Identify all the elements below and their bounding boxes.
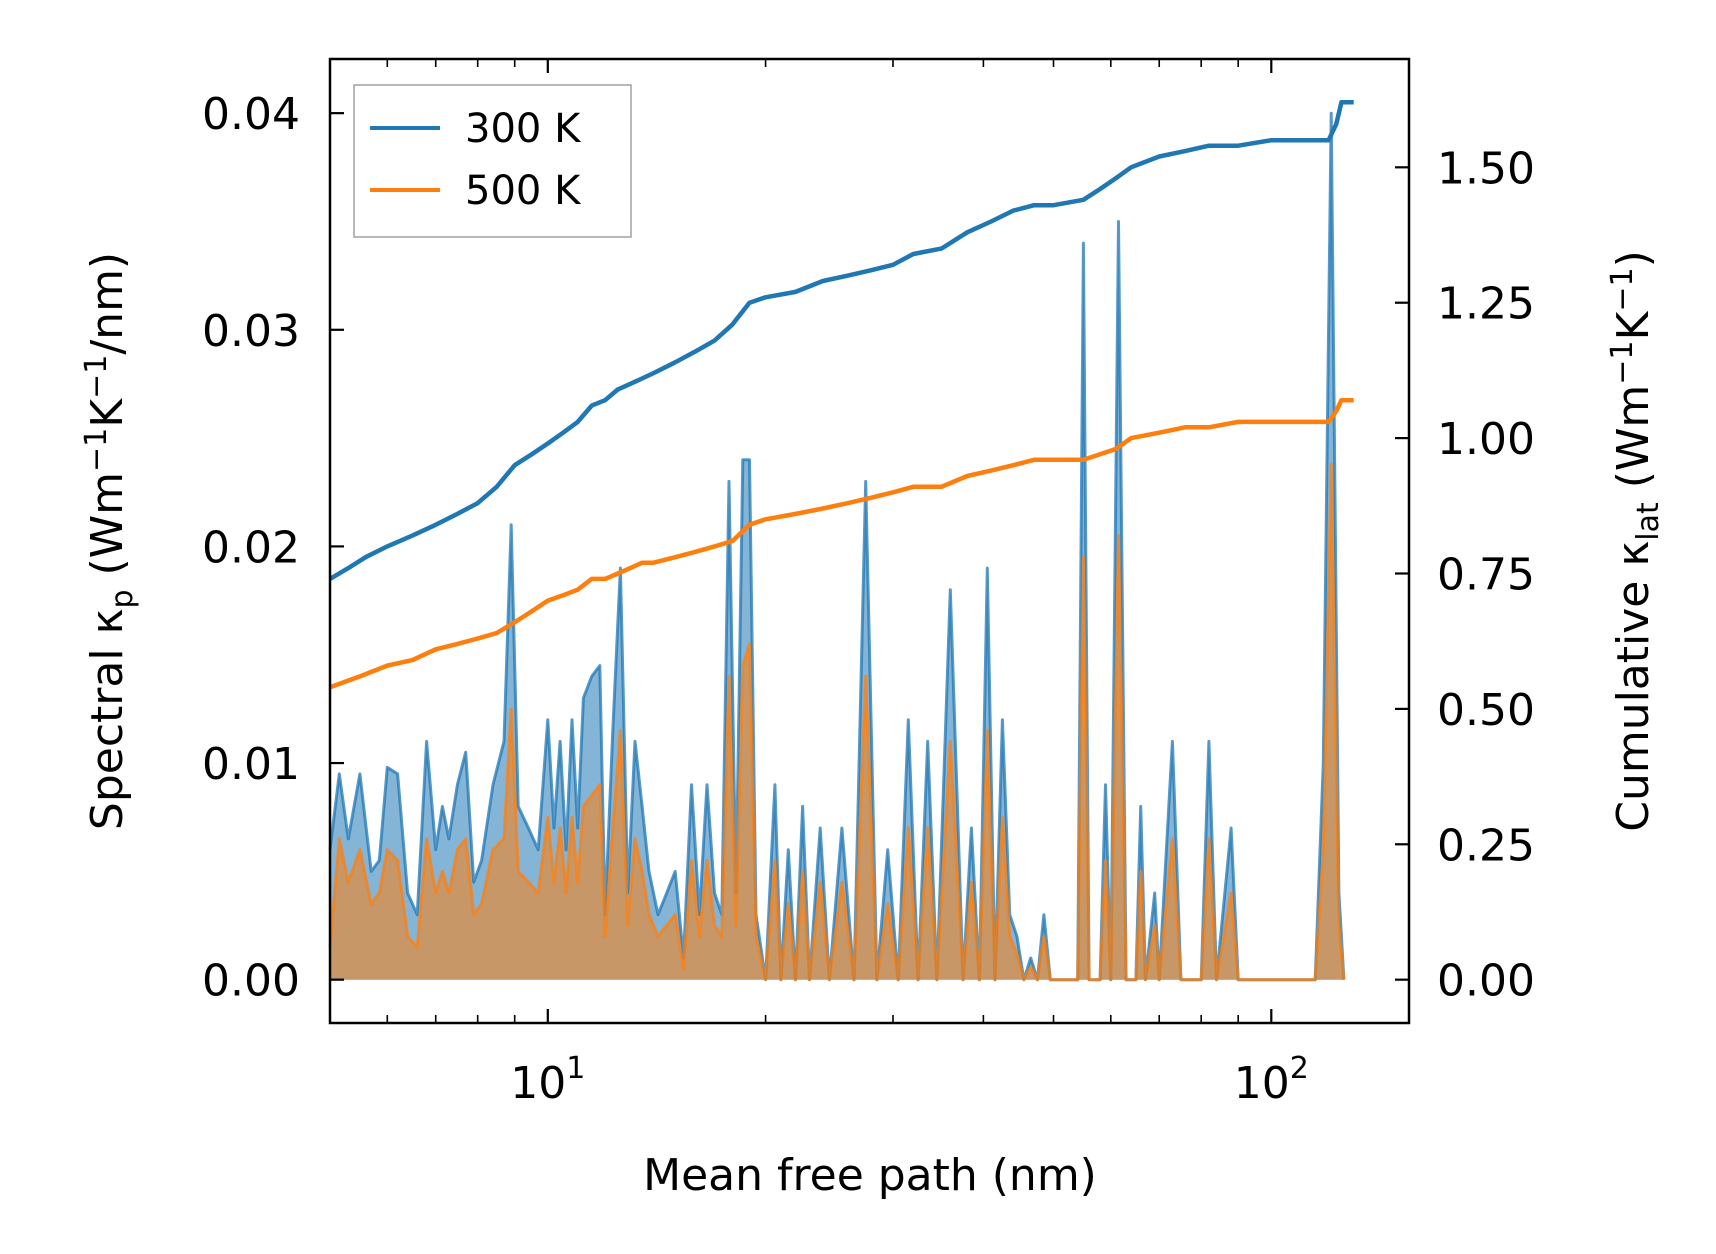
y-tick-label: 0.00 — [202, 956, 300, 1007]
y-axis-title-sup2: −1 — [79, 355, 114, 399]
y2-axis-title-k: K — [1608, 310, 1659, 340]
y2-tick-label: 1.50 — [1437, 143, 1535, 194]
y-tick-label: 0.04 — [202, 89, 300, 140]
y-axis-title: Spectral κp (Wm−1K−1/nm) — [79, 252, 140, 830]
y2-tick-label: 1.00 — [1437, 414, 1535, 465]
spectral-fills — [330, 113, 1344, 980]
tick-labels: 101 102 0.00 0.01 0.02 0.03 0.04 0.00 0.25 0.50 0.… — [202, 89, 1535, 1109]
y2-axis-title-sub: lat — [1631, 502, 1666, 541]
plot-area — [328, 100, 1354, 982]
spectral-fill-300k — [330, 113, 1344, 980]
y2-axis-title-unit-close: ) — [1608, 250, 1659, 267]
y-axis-title-main: Spectral κ — [82, 609, 133, 831]
legend-label-300k: 300 K — [465, 106, 582, 152]
y2-tick-label: 0.00 — [1437, 956, 1535, 1007]
y2-axis-title-sup1: −1 — [1605, 340, 1640, 384]
y2-tick-label: 0.25 — [1437, 820, 1535, 871]
cumulative-lines — [328, 100, 1354, 690]
y-tick-label: 0.02 — [202, 522, 300, 573]
x-tick-label: 101 — [510, 1051, 585, 1109]
y-axis-title-sup1: −1 — [79, 428, 114, 472]
y-axis-title-sub: p — [105, 589, 140, 608]
y2-axis-title-main: Cumulative κ — [1608, 541, 1659, 832]
y-tick-label: 0.03 — [202, 306, 300, 357]
axes-frame — [328, 57, 1411, 1025]
legend: 300 K 500 K — [353, 84, 632, 238]
spectral-fill-500k — [330, 464, 1344, 980]
y-tick-label: 0.01 — [202, 739, 300, 790]
y-axis-title-unit-close: /nm) — [82, 252, 133, 355]
y2-axis-title-sup2: −1 — [1605, 267, 1640, 311]
x-tick-label: 102 — [1234, 1051, 1309, 1109]
spectral-lines — [328, 111, 1346, 982]
y-axis-title-k: K — [82, 398, 133, 428]
spectral-line-500k — [328, 462, 1346, 982]
cumulative-line-500k — [329, 397, 1354, 690]
y2-axis-title-unit-open: (Wm — [1608, 385, 1659, 503]
tick-marks — [329, 59, 1409, 1023]
y2-axis-title: Cumulative κlat (Wm−1K−1) — [1605, 250, 1666, 832]
y2-tick-label: 0.75 — [1437, 549, 1535, 600]
legend-box — [353, 84, 632, 238]
y-axis-title-unit-open: (Wm — [82, 472, 133, 590]
x-axis-title: Mean free path (nm) — [643, 1150, 1097, 1201]
y2-tick-label: 0.50 — [1437, 685, 1535, 736]
legend-label-500k: 500 K — [465, 168, 582, 214]
cumulative-line-300k — [328, 100, 1354, 581]
y2-tick-label: 1.25 — [1437, 279, 1535, 330]
